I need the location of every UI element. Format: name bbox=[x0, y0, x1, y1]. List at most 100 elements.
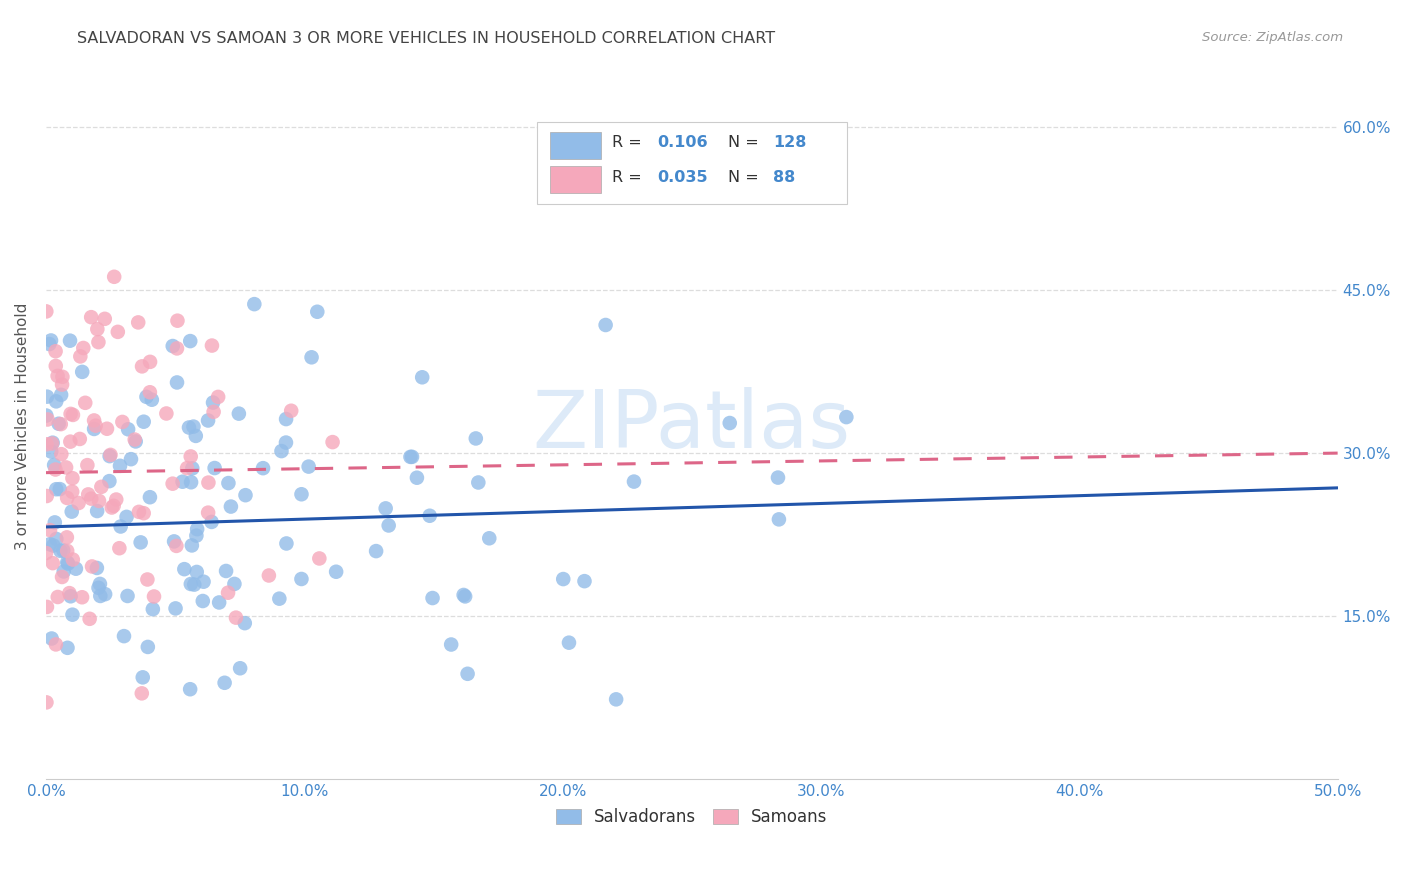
Point bbox=[186, 565, 208, 579]
Point bbox=[45, 482, 67, 496]
Bar bbox=[550, 166, 602, 193]
Point bbox=[69, 432, 91, 446]
Point bbox=[39, 334, 62, 348]
Point bbox=[103, 269, 125, 284]
Point bbox=[132, 415, 155, 429]
Point bbox=[162, 339, 184, 353]
Point bbox=[52, 565, 75, 579]
Point bbox=[90, 480, 112, 494]
Point bbox=[94, 311, 117, 326]
Point bbox=[35, 409, 58, 423]
Point bbox=[49, 482, 72, 496]
Point bbox=[42, 539, 65, 553]
Point bbox=[131, 686, 153, 700]
Point bbox=[298, 459, 321, 474]
Point bbox=[252, 461, 274, 475]
Point bbox=[48, 417, 70, 431]
Point bbox=[75, 396, 97, 410]
Point bbox=[454, 590, 477, 604]
Point bbox=[70, 591, 93, 605]
Point bbox=[290, 572, 312, 586]
Point bbox=[105, 492, 128, 507]
Text: R =: R = bbox=[612, 135, 647, 150]
Point bbox=[80, 491, 103, 506]
Point bbox=[41, 436, 63, 450]
Point bbox=[35, 489, 58, 503]
Point bbox=[377, 518, 399, 533]
Point bbox=[45, 344, 67, 359]
Point bbox=[44, 516, 66, 530]
Point bbox=[184, 429, 207, 443]
Point bbox=[129, 535, 152, 549]
Point bbox=[457, 666, 479, 681]
Point bbox=[233, 616, 256, 631]
Point bbox=[406, 471, 429, 485]
Point bbox=[274, 435, 297, 450]
Point bbox=[111, 415, 134, 429]
Point bbox=[98, 449, 121, 463]
Text: 128: 128 bbox=[773, 135, 807, 150]
Point bbox=[60, 505, 83, 519]
Point bbox=[62, 408, 84, 422]
Point bbox=[89, 577, 111, 591]
Point bbox=[62, 471, 84, 485]
Point bbox=[62, 552, 84, 566]
Point bbox=[86, 561, 108, 575]
Point bbox=[136, 573, 159, 587]
Point bbox=[39, 523, 62, 537]
Point bbox=[56, 557, 79, 571]
Point bbox=[180, 577, 202, 591]
Point bbox=[128, 505, 150, 519]
Point bbox=[204, 461, 226, 475]
Point bbox=[768, 512, 790, 526]
Point bbox=[301, 351, 323, 365]
Point bbox=[35, 437, 58, 451]
Point bbox=[42, 556, 65, 570]
Point bbox=[467, 475, 489, 490]
Text: R =: R = bbox=[612, 170, 647, 185]
Point bbox=[197, 413, 219, 427]
Point bbox=[35, 304, 58, 318]
Point bbox=[139, 355, 162, 369]
Legend: Salvadorans, Samoans: Salvadorans, Samoans bbox=[547, 799, 837, 834]
Point bbox=[120, 452, 142, 467]
Text: N =: N = bbox=[728, 135, 763, 150]
Point bbox=[51, 377, 73, 392]
Point bbox=[290, 487, 312, 501]
Point bbox=[307, 305, 329, 319]
Point bbox=[51, 447, 73, 461]
Point bbox=[83, 422, 105, 436]
Point bbox=[49, 544, 72, 558]
Point bbox=[44, 462, 66, 476]
Point bbox=[215, 564, 238, 578]
Point bbox=[276, 536, 298, 550]
Point bbox=[139, 490, 162, 504]
Point bbox=[574, 574, 596, 589]
Point bbox=[217, 476, 239, 491]
Point bbox=[478, 531, 501, 545]
Point bbox=[229, 661, 252, 675]
Point bbox=[46, 590, 69, 604]
Point bbox=[553, 572, 575, 586]
Point bbox=[37, 412, 59, 426]
Point bbox=[193, 574, 215, 589]
Point bbox=[191, 594, 214, 608]
Point bbox=[117, 589, 139, 603]
Point bbox=[87, 335, 110, 350]
Point bbox=[45, 637, 67, 651]
Point bbox=[112, 629, 135, 643]
Point bbox=[65, 562, 87, 576]
Point bbox=[103, 499, 125, 513]
Point bbox=[280, 403, 302, 417]
Point bbox=[411, 370, 433, 384]
Point bbox=[94, 587, 117, 601]
Point bbox=[166, 376, 188, 390]
Point bbox=[127, 315, 149, 329]
Point bbox=[46, 368, 69, 383]
Point bbox=[180, 450, 202, 464]
Point bbox=[56, 640, 79, 655]
Point bbox=[155, 407, 177, 421]
Point bbox=[180, 538, 202, 552]
Point bbox=[718, 416, 741, 430]
Point bbox=[117, 422, 139, 436]
